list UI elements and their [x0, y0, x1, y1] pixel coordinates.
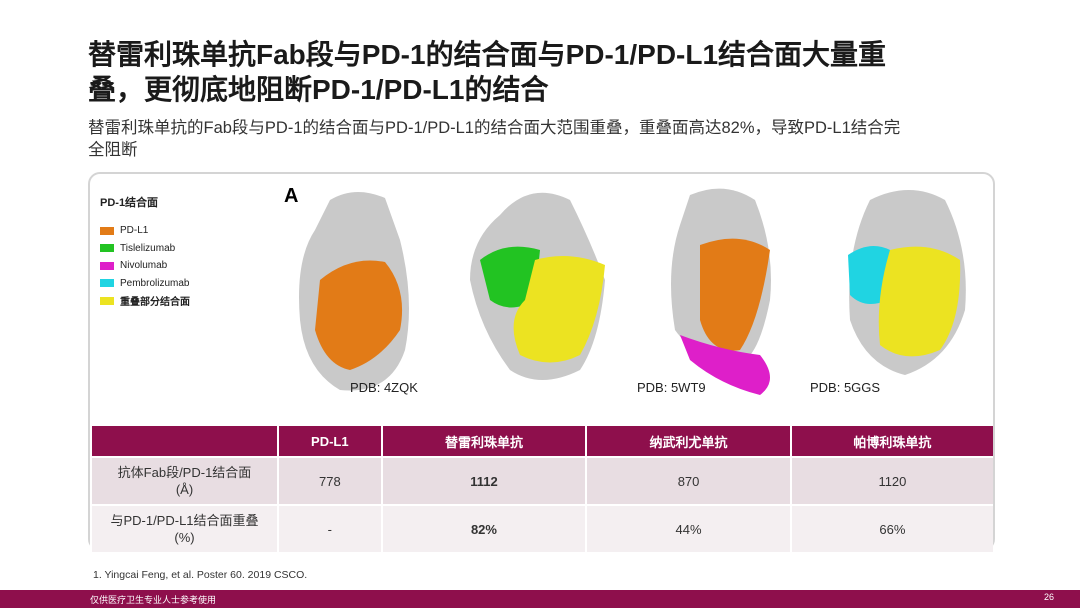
row-label: 与PD-1/PD-L1结合面重叠 (%) [90, 504, 278, 552]
structure-2 [470, 192, 605, 380]
table-row: 与PD-1/PD-L1结合面重叠 (%) -82% 44% 66% [90, 504, 993, 552]
row-label: 抗体Fab段/PD-1结合面 (Å) [90, 456, 278, 505]
legend-label: Tislelizumab [120, 242, 176, 254]
structure-3 [671, 188, 771, 395]
legend-item: Nivolumab [100, 257, 190, 275]
title-line: 替雷利珠单抗Fab段与PD-1的结合面与PD-1/PD-L1结合面大量重 [88, 39, 887, 70]
header-cell: PD-L1 [277, 426, 382, 457]
table-cell: 778 [277, 456, 382, 505]
legend-item: PD-L1 [100, 222, 190, 240]
legend-item: Pembrolizumab [100, 275, 190, 293]
legend-item: Tislelizumab [100, 240, 190, 258]
table-cell: 44% [585, 504, 791, 552]
table-cell: 66% [789, 504, 993, 552]
pdb-label: PDB: 5WT9 [637, 380, 706, 395]
table-cell: - [277, 504, 382, 552]
table: PD-L1 替雷利珠单抗 纳武利尤单抗 帕博利珠单抗抗体Fab段/PD-1结合面 (Å)… [90, 426, 993, 552]
legend-label: PD-L1 [120, 225, 149, 237]
legend-label: Pembrolizumab [120, 277, 190, 289]
table-cell: 82% [380, 504, 587, 552]
structure-1 [299, 191, 409, 391]
legend-label: Nivolumab [120, 260, 168, 272]
footnote: 1. Yingcai Feng, et al. Poster 60. 2019 … [93, 569, 308, 581]
legend-label: 重叠部分结合面 [120, 297, 190, 309]
legend-title: PD-1结合面 [100, 197, 159, 209]
legend-item: 重叠部分结合面 [100, 292, 190, 310]
table-cell: 870 [585, 456, 791, 505]
panel-label: A [284, 185, 299, 207]
row-label-line: (%) [174, 530, 195, 545]
header-cell: 替雷利珠单抗 [380, 426, 587, 457]
row-label-line: (Å) [175, 482, 194, 497]
legend-swatch [100, 279, 114, 288]
title: 替雷利珠单抗Fab段与PD-1的结合面与PD-1/PD-L1结合面大量重 叠，更彻… [88, 37, 886, 107]
table-cell: 1112 [380, 456, 587, 505]
header-cell: 纳武利尤单抗 [585, 426, 791, 457]
header-row: PD-L1 替雷利珠单抗 纳武利尤单抗 帕博利珠单抗 [90, 426, 993, 457]
header-cell [90, 426, 278, 457]
header-cell: 帕博利珠单抗 [789, 426, 993, 457]
legend-swatch [100, 296, 114, 305]
table-row: 抗体Fab段/PD-1结合面 (Å) 778 1112 870 1120 [90, 456, 993, 505]
subtitle-line: 替雷利珠单抗的Fab段与PD-1的结合面与PD-1/PD-L1的结合面大范围重叠… [88, 119, 901, 137]
row-label-line: 与PD-1/PD-L1结合面重叠 [110, 513, 259, 528]
page-number: 26 [1043, 592, 1054, 602]
subtitle: 替雷利珠单抗的Fab段与PD-1的结合面与PD-1/PD-L1的结合面大范围重叠… [88, 117, 900, 161]
structure-4 [848, 190, 966, 375]
table-cell: 1120 [789, 456, 993, 505]
disclaimer: 仅供医疗卫生专业人士参考使用 [90, 595, 217, 605]
pdb-label: PDB: 5GGS [810, 380, 881, 395]
pdb-label: PDB: 4ZQK [350, 380, 418, 395]
legend-swatch [100, 226, 114, 235]
footer-bar: 仅供医疗卫生专业人士参考使用 26 [0, 590, 1080, 608]
legend-swatch [100, 244, 114, 253]
subtitle-line: 全阻断 [88, 141, 138, 159]
title-line: 叠，更彻底地阻断PD-1/PD-L1的结合 [88, 74, 549, 105]
legend-swatch [100, 261, 114, 270]
legend: PD-1结合面 PD-L1 Tislelizumab Nivolumab Pembrol… [100, 194, 190, 310]
row-label-line: 抗体Fab段/PD-1结合面 [117, 465, 252, 480]
